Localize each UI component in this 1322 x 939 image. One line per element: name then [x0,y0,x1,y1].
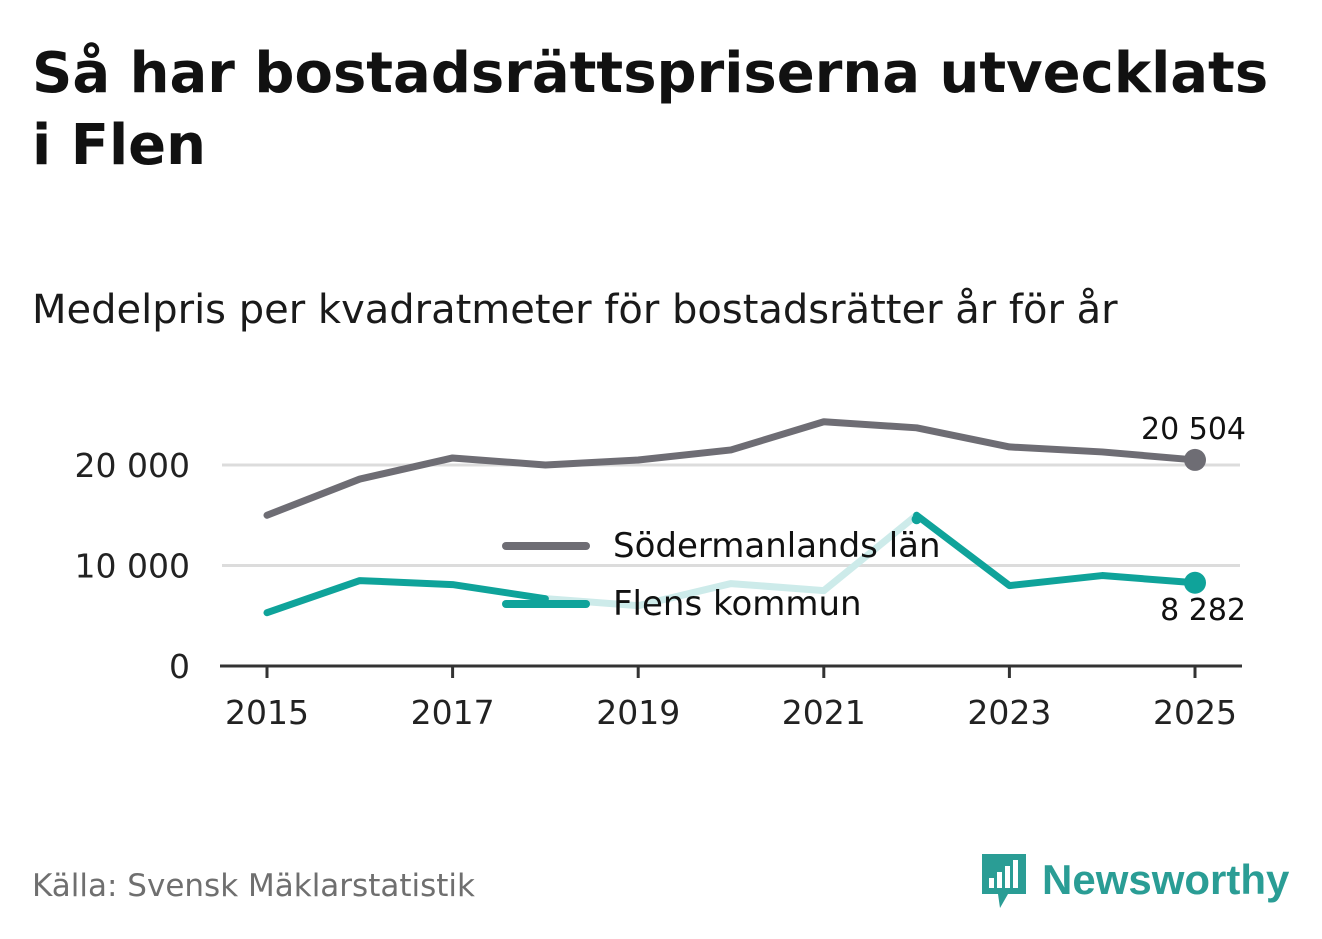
y-tick-label: 0 [169,647,190,686]
x-axis: 2015 2017 2019 2021 2023 2025 [220,664,1242,732]
series-line-sodermanlands-lan [263,418,1199,519]
series-point-flens-kommun-2022 [911,514,922,525]
end-labels: 20 504 8 282 [1141,412,1246,628]
brand-name: Newsworthy [1042,856,1290,903]
chart-subtitle: Medelpris per kvadratmeter för bostadsrä… [32,287,1118,333]
series-end-label: 20 504 [1141,412,1246,447]
newsworthy-logo-icon [982,854,1026,908]
series-end-point [1184,571,1206,594]
x-tick-label: 2017 [411,693,495,732]
y-tick-label: 20 000 [75,446,190,485]
x-tick-label: 2019 [596,693,680,732]
series-line-flens-kommun-faded [541,511,921,610]
chart-title: Så har bostadsrättspriserna utvecklats i… [32,41,1269,178]
series-end-label: 8 282 [1160,593,1246,628]
legend: Södermanlands län Flens kommun [502,526,941,624]
x-tick-label: 2015 [225,693,309,732]
x-tick-label: 2025 [1153,693,1237,732]
series-line-flens-kommun-end [913,511,1199,590]
series-line-flens-kommun-start [263,577,549,617]
x-tick-label: 2023 [967,693,1051,732]
series-lines [263,418,1199,617]
source-note: Källa: Svensk Mäklarstatistik [32,868,475,904]
y-axis-tick-labels: 0 10 000 20 000 [75,446,190,686]
grid-lines [222,463,1240,567]
legend-label: Flens kommun [613,584,862,624]
x-tick-label: 2021 [782,693,866,732]
legend-label: Södermanlands län [613,526,941,566]
series-end-point [1184,448,1206,471]
y-tick-label: 10 000 [75,547,190,586]
brand-logo: Newsworthy [980,848,1289,912]
